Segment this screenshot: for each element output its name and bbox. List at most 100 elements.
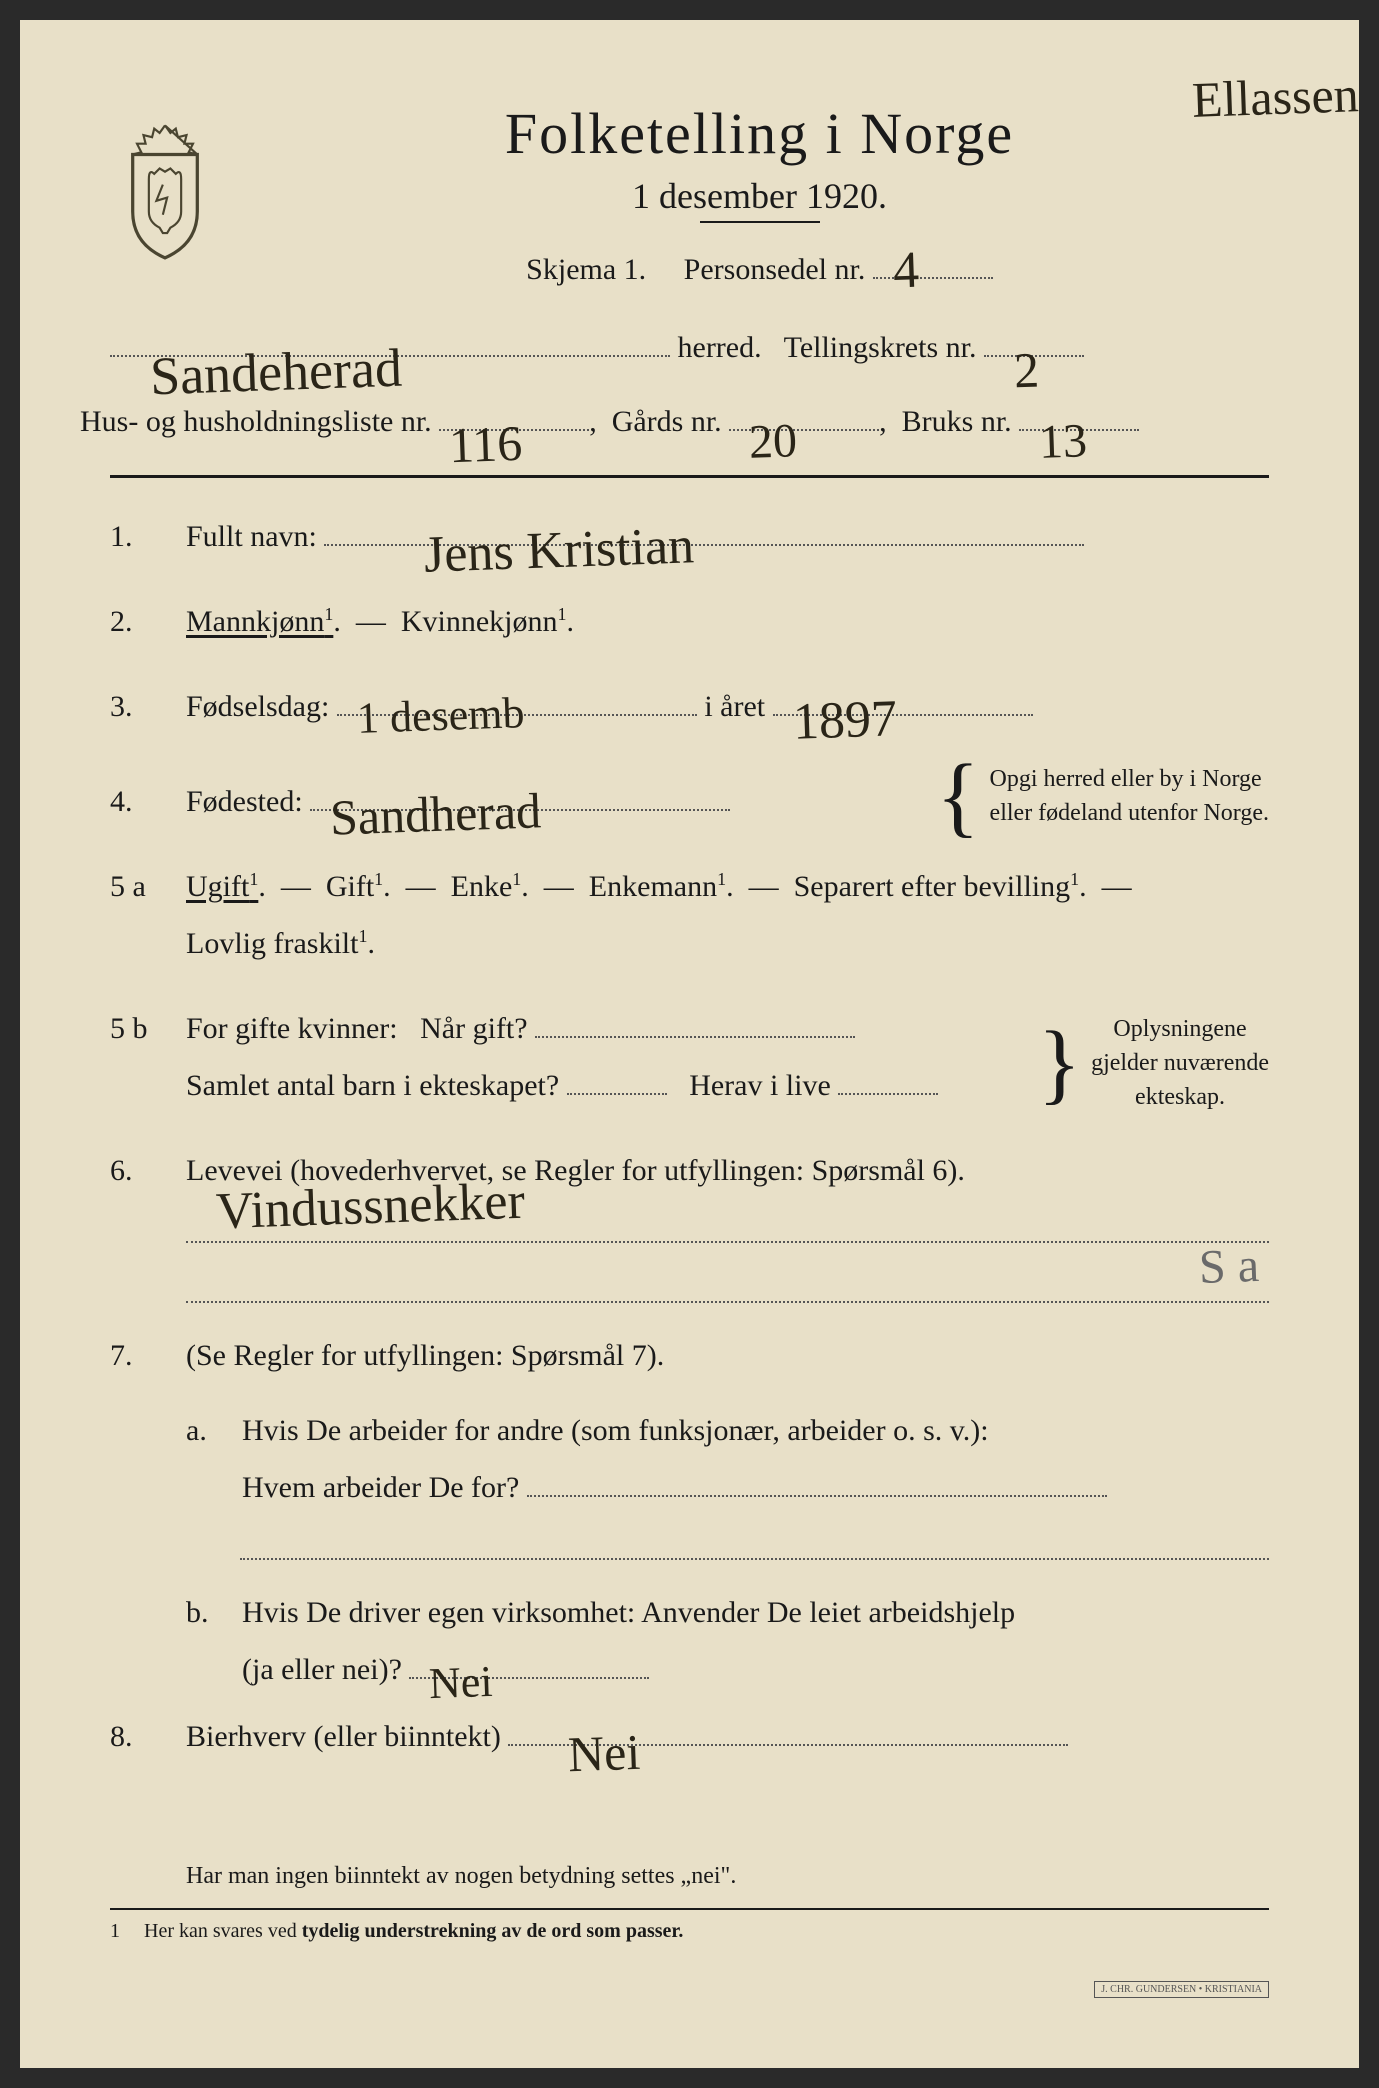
q5a-num: 5 a bbox=[110, 870, 170, 904]
q4-body: Fødested: Sandherad { Opgi herred eller … bbox=[186, 763, 1269, 830]
question-5b: 5 b For gifte kvinner: Når gift? Samlet … bbox=[110, 1000, 1269, 1114]
footnote-text: Her kan svares ved tydelig understreknin… bbox=[144, 1920, 683, 1943]
question-2: 2. Mannkjønn1. — Kvinnekjønn1. bbox=[110, 593, 1269, 650]
q1-body: Fullt navn: Jens Kristian Ellassen bbox=[186, 508, 1269, 565]
q5b-field2 bbox=[567, 1093, 667, 1095]
q8-field: Nei bbox=[508, 1744, 1068, 1746]
q1-field: Jens Kristian bbox=[324, 544, 1084, 546]
q3-mid: i året bbox=[704, 690, 765, 723]
question-7: 7. (Se Regler for utfyllingen: Spørsmål … bbox=[110, 1327, 1269, 1384]
herred-field: Sandeherad bbox=[110, 355, 670, 357]
q5b-body: For gifte kvinner: Når gift? Samlet anta… bbox=[186, 1000, 1269, 1114]
q3-day-value: 1 desemb bbox=[355, 671, 525, 760]
footer-divider bbox=[110, 1908, 1269, 1910]
husliste-label: Hus- og husholdningsliste nr. bbox=[80, 405, 432, 438]
q2-body: Mannkjønn1. — Kvinnekjønn1. bbox=[186, 593, 1269, 650]
gards-label: Gårds nr. bbox=[612, 405, 722, 438]
question-5a: 5 a Ugift1. — Gift1. — Enke1. — Enkemann… bbox=[110, 858, 1269, 972]
question-7b: b. Hvis De driver egen virksomhet: Anven… bbox=[186, 1584, 1269, 1698]
q5b-note-block: } Oplysningene gjelder nuværende ekteska… bbox=[1038, 1013, 1269, 1114]
q7-num: 7. bbox=[110, 1339, 170, 1373]
q7b-value: Nei bbox=[428, 1640, 494, 1726]
herred-label: herred. bbox=[678, 331, 762, 364]
husliste-field: 116 bbox=[439, 429, 589, 431]
skjema-line: Skjema 1. Personsedel nr. 4 bbox=[250, 253, 1269, 287]
gards-value: 20 bbox=[747, 388, 799, 495]
q5a-enkemann: Enkemann1 bbox=[589, 870, 726, 903]
q2-num: 2. bbox=[110, 605, 170, 639]
question-7a: a. Hvis De arbeider for andre (som funks… bbox=[186, 1402, 1269, 1516]
q5a-ugift: Ugift1 bbox=[186, 870, 258, 903]
q8-num: 8. bbox=[110, 1720, 170, 1754]
husliste-line: Hus- og husholdningsliste nr. 116 , Gård… bbox=[80, 389, 1269, 455]
question-3: 3. Fødselsdag: 1 desemb i året 1897 bbox=[110, 678, 1269, 735]
brace-icon: { bbox=[936, 770, 979, 824]
q7b-label: b. bbox=[186, 1596, 226, 1630]
q6-field1: Vindussnekker bbox=[186, 1207, 1269, 1243]
q6-value: Vindussnekker bbox=[215, 1172, 526, 1242]
page-subtitle: 1 desember 1920. bbox=[250, 175, 1269, 217]
q1-value1: Jens Kristian bbox=[423, 497, 696, 605]
footnote: 1 Her kan svares ved tydelig understrekn… bbox=[110, 1920, 1269, 1943]
bruks-label: Bruks nr. bbox=[902, 405, 1012, 438]
q5b-field1 bbox=[535, 1036, 855, 1038]
q1-num: 1. bbox=[110, 520, 170, 554]
bruks-value: 13 bbox=[1037, 388, 1089, 495]
q2-kvinne: Kvinnekjønn1 bbox=[401, 605, 567, 638]
q7b-text2: (ja eller nei)? bbox=[242, 1653, 402, 1686]
q7b-text1: Hvis De driver egen virksomhet: Anvender… bbox=[242, 1584, 1269, 1641]
title-block: Folketelling i Norge 1 desember 1920. Sk… bbox=[250, 100, 1269, 305]
q3-num: 3. bbox=[110, 690, 170, 724]
q5b-pre: For gifte kvinner: bbox=[186, 1012, 398, 1045]
q4-field: Sandherad bbox=[310, 809, 730, 811]
q8-value: Nei bbox=[567, 1705, 642, 1802]
q4-label: Fødested: bbox=[186, 785, 303, 818]
q5a-enke: Enke1 bbox=[451, 870, 522, 903]
q7a-field bbox=[527, 1495, 1107, 1497]
footer-note: Har man ingen biinntekt av nogen betydni… bbox=[186, 1863, 1269, 1890]
q4-num: 4. bbox=[110, 785, 170, 819]
printer-mark: J. CHR. GUNDERSEN • KRISTIANIA bbox=[1094, 1981, 1269, 1998]
q3-body: Fødselsdag: 1 desemb i året 1897 bbox=[186, 678, 1269, 735]
q7b-body: Hvis De driver egen virksomhet: Anvender… bbox=[242, 1584, 1269, 1698]
brace-icon: } bbox=[1038, 1037, 1081, 1091]
herred-line: Sandeherad herred. Tellingskrets nr. 2 bbox=[110, 315, 1269, 381]
q5a-separert: Separert efter bevilling1 bbox=[794, 870, 1080, 903]
q7-label: (Se Regler for utfyllingen: Spørsmål 7). bbox=[186, 1327, 1269, 1384]
question-4: 4. Fødested: Sandherad { Opgi herred ell… bbox=[110, 763, 1269, 830]
question-1: 1. Fullt navn: Jens Kristian Ellassen bbox=[110, 508, 1269, 565]
q7a-line2: Hvem arbeider De for? bbox=[242, 1459, 1269, 1516]
q7a-body: Hvis De arbeider for andre (som funksjon… bbox=[242, 1402, 1269, 1516]
personseddel-value: 4 bbox=[892, 241, 920, 301]
personseddel-field: 4 bbox=[873, 277, 993, 279]
q5a-body: Ugift1. — Gift1. — Enke1. — Enkemann1. —… bbox=[186, 858, 1269, 972]
gards-field: 20 bbox=[729, 429, 879, 431]
q6-num: 6. bbox=[110, 1154, 170, 1188]
q4-value: Sandherad bbox=[329, 764, 543, 866]
q2-mann: Mannkjønn1 bbox=[186, 605, 333, 638]
q6-field2: S a bbox=[186, 1267, 1269, 1303]
q7a-text1: Hvis De arbeider for andre (som funksjon… bbox=[242, 1402, 1269, 1459]
q3-label: Fødselsdag: bbox=[186, 690, 329, 723]
q5a-gift: Gift1 bbox=[326, 870, 383, 903]
q5b-q3: Herav i live bbox=[689, 1069, 831, 1102]
header: Folketelling i Norge 1 desember 1920. Sk… bbox=[110, 100, 1269, 305]
title-underline bbox=[700, 221, 820, 223]
q7a-label: a. bbox=[186, 1414, 226, 1448]
q5b-field3 bbox=[838, 1093, 938, 1095]
q8-label: Bierhverv (eller biinntekt) bbox=[186, 1720, 501, 1753]
census-form-page: Folketelling i Norge 1 desember 1920. Sk… bbox=[20, 20, 1359, 2068]
tellingskrets-field: 2 bbox=[984, 355, 1084, 357]
q7b-field: Nei bbox=[409, 1677, 649, 1679]
q6-annotation: S a bbox=[1198, 1238, 1260, 1295]
q1-value2: Ellassen bbox=[1191, 47, 1361, 148]
q4-note-block: { Opgi herred eller by i Norge eller fød… bbox=[936, 763, 1269, 830]
tellingskrets-label: Tellingskrets nr. bbox=[784, 331, 977, 364]
q5b-note: Oplysningene gjelder nuværende ekteskap. bbox=[1091, 1013, 1269, 1114]
q7a-field2 bbox=[240, 1524, 1269, 1560]
q7a-text2: Hvem arbeider De for? bbox=[242, 1471, 519, 1504]
main-divider bbox=[110, 475, 1269, 478]
q3-year-field: 1897 bbox=[773, 714, 1033, 716]
q3-day-field: 1 desemb bbox=[337, 714, 697, 716]
footnote-num: 1 bbox=[110, 1920, 120, 1943]
